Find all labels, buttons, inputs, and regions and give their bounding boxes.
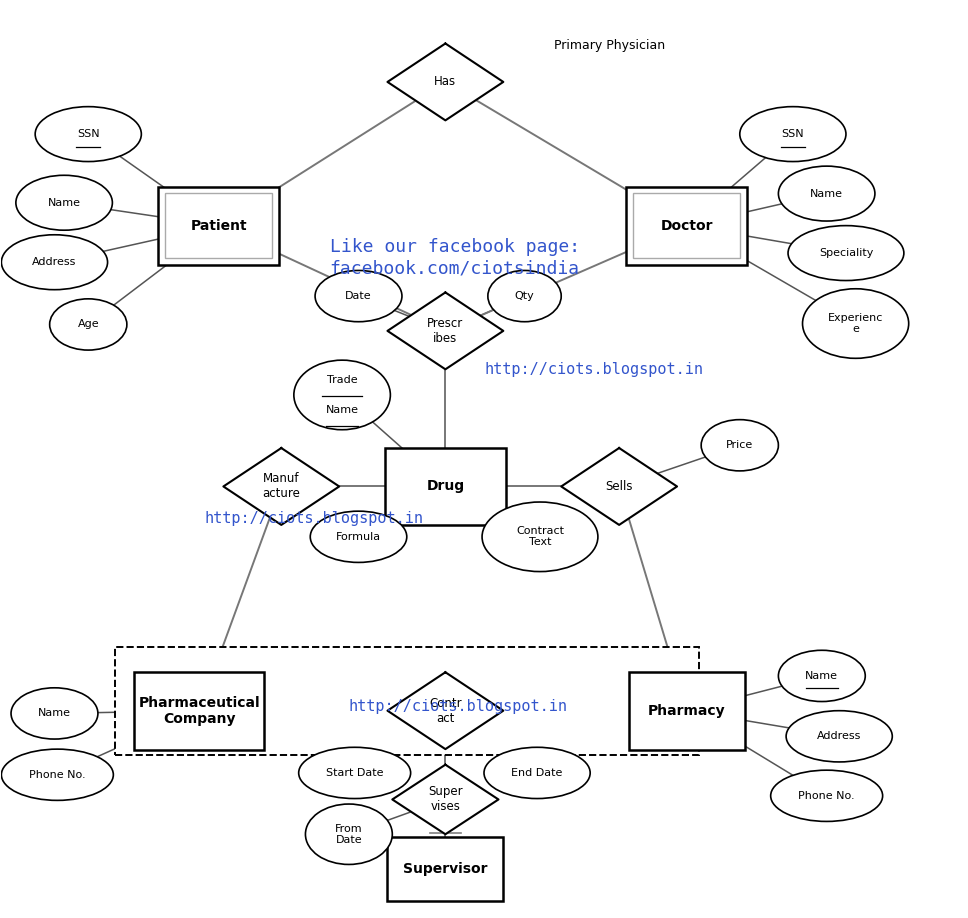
Text: Name: Name xyxy=(805,671,838,681)
Polygon shape xyxy=(392,765,499,834)
Ellipse shape xyxy=(484,747,590,799)
Ellipse shape xyxy=(1,235,107,290)
Text: http://ciots.blogspot.in: http://ciots.blogspot.in xyxy=(348,699,568,713)
Text: Drug: Drug xyxy=(426,479,465,494)
Text: Formula: Formula xyxy=(336,532,381,542)
Ellipse shape xyxy=(488,271,561,321)
Ellipse shape xyxy=(740,106,846,162)
Text: Start Date: Start Date xyxy=(326,768,383,778)
Text: SSN: SSN xyxy=(781,129,804,140)
Text: Has: Has xyxy=(435,75,457,88)
Text: Doctor: Doctor xyxy=(660,218,713,232)
Text: Address: Address xyxy=(32,257,76,267)
Text: Address: Address xyxy=(817,732,862,742)
Text: End Date: End Date xyxy=(511,768,562,778)
Ellipse shape xyxy=(802,289,909,358)
Text: Date: Date xyxy=(346,291,372,301)
Text: Name: Name xyxy=(38,709,71,719)
Ellipse shape xyxy=(482,502,598,572)
Text: Phone No.: Phone No. xyxy=(799,790,855,800)
Polygon shape xyxy=(561,448,677,525)
Text: Supervisor: Supervisor xyxy=(403,862,488,876)
Ellipse shape xyxy=(778,166,875,221)
Polygon shape xyxy=(387,293,503,369)
Ellipse shape xyxy=(49,299,127,350)
Polygon shape xyxy=(387,672,503,749)
Text: Qty: Qty xyxy=(515,291,534,301)
Text: Experienc
e: Experienc e xyxy=(828,313,883,334)
Polygon shape xyxy=(387,43,503,120)
Text: http://ciots.blogspot.in: http://ciots.blogspot.in xyxy=(204,511,423,526)
Ellipse shape xyxy=(299,747,410,799)
Text: Primary Physician: Primary Physician xyxy=(554,39,665,51)
Text: Patient: Patient xyxy=(191,218,247,232)
Text: SSN: SSN xyxy=(76,129,100,140)
Ellipse shape xyxy=(15,175,112,230)
Ellipse shape xyxy=(11,688,98,739)
Ellipse shape xyxy=(306,804,392,865)
Text: Sells: Sells xyxy=(605,480,633,493)
Text: Manuf
acture: Manuf acture xyxy=(262,473,300,500)
Text: Price: Price xyxy=(726,441,753,450)
Text: Speciality: Speciality xyxy=(819,248,873,258)
Text: From
Date: From Date xyxy=(335,823,363,845)
Ellipse shape xyxy=(786,711,892,762)
FancyBboxPatch shape xyxy=(115,646,699,755)
Text: Super
vises: Super vises xyxy=(428,786,463,813)
Text: Trade: Trade xyxy=(327,375,357,386)
Ellipse shape xyxy=(294,360,390,430)
Ellipse shape xyxy=(771,770,883,822)
FancyBboxPatch shape xyxy=(385,448,505,525)
Text: Like our facebook page:
facebook.com/ciotsindia: Like our facebook page: facebook.com/cio… xyxy=(329,238,580,278)
Ellipse shape xyxy=(311,511,407,563)
Text: Name: Name xyxy=(47,197,80,207)
Text: Age: Age xyxy=(77,319,99,330)
Ellipse shape xyxy=(788,226,904,281)
FancyBboxPatch shape xyxy=(158,186,279,264)
Text: Name: Name xyxy=(325,405,358,415)
FancyBboxPatch shape xyxy=(135,672,264,750)
Text: Prescr
ibes: Prescr ibes xyxy=(427,317,464,345)
FancyBboxPatch shape xyxy=(387,837,503,901)
FancyBboxPatch shape xyxy=(629,672,744,750)
Text: http://ciots.blogspot.in: http://ciots.blogspot.in xyxy=(484,362,703,376)
FancyBboxPatch shape xyxy=(626,186,747,264)
Text: Contract
Text: Contract Text xyxy=(516,526,564,547)
Text: Pharmaceutical
Company: Pharmaceutical Company xyxy=(138,696,260,726)
Polygon shape xyxy=(224,448,339,525)
Ellipse shape xyxy=(701,420,778,471)
Text: Phone No.: Phone No. xyxy=(29,770,86,779)
Text: Pharmacy: Pharmacy xyxy=(648,704,725,718)
Ellipse shape xyxy=(35,106,141,162)
Text: Name: Name xyxy=(810,188,843,198)
Text: Contr
act: Contr act xyxy=(429,697,462,724)
Ellipse shape xyxy=(316,271,402,321)
Ellipse shape xyxy=(778,650,865,701)
Ellipse shape xyxy=(1,749,113,800)
